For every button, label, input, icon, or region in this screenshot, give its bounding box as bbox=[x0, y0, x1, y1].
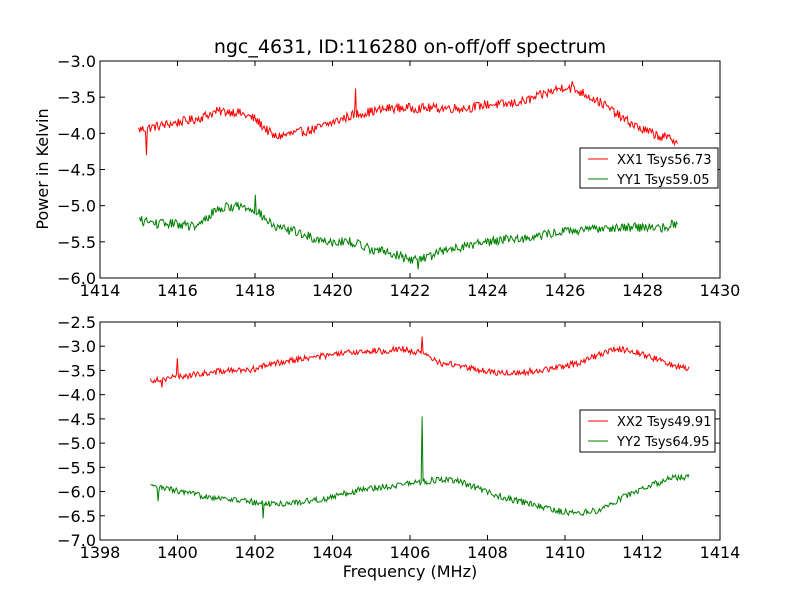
legend-entry: XX2 Tsys49.91 bbox=[617, 415, 711, 430]
x-tick-label: 1400 bbox=[157, 543, 198, 562]
y-tick-label: −3.0 bbox=[57, 337, 96, 356]
x-tick-label: 1416 bbox=[157, 281, 198, 300]
y-tick-label: −4.5 bbox=[57, 410, 96, 429]
y-tick-label: −6.5 bbox=[57, 507, 96, 526]
x-tick-label: 1398 bbox=[80, 543, 121, 562]
x-tick-label: 1408 bbox=[467, 543, 508, 562]
y-tick-label: −3.0 bbox=[57, 52, 96, 71]
y-tick-label: −5.5 bbox=[57, 458, 96, 477]
legend-entry: XX1 Tsys56.73 bbox=[617, 153, 711, 168]
series-line-xx1 bbox=[138, 81, 678, 156]
x-tick-label: 1402 bbox=[235, 543, 276, 562]
y-tick-label: −3.5 bbox=[57, 361, 96, 380]
y-tick-label: −4.5 bbox=[57, 161, 96, 180]
y-tick-label: −7.0 bbox=[57, 531, 96, 550]
y-tick-label: −5.0 bbox=[57, 197, 96, 216]
y-tick-label: −2.5 bbox=[57, 313, 96, 332]
x-tick-label: 1420 bbox=[312, 281, 353, 300]
legend-entry: YY1 Tsys59.05 bbox=[616, 173, 710, 188]
figure-title: ngc_4631, ID:116280 on-off/off spectrum bbox=[214, 36, 606, 58]
y-tick-label: −3.5 bbox=[57, 88, 96, 107]
x-tick-label: 1414 bbox=[80, 281, 121, 300]
legend-box bbox=[579, 147, 719, 189]
legend-box bbox=[579, 409, 716, 453]
y-tick-label: −6.0 bbox=[57, 269, 96, 288]
x-tick-label: 1410 bbox=[545, 543, 586, 562]
x-tick-label: 1428 bbox=[622, 281, 663, 300]
legend: XX2 Tsys49.91 YY2 Tsys64.95 bbox=[579, 409, 716, 453]
x-tick-label: 1404 bbox=[312, 543, 353, 562]
legend-entry: YY2 Tsys64.95 bbox=[616, 435, 710, 450]
series-line-yy2 bbox=[150, 416, 690, 519]
x-tick-label: 1414 bbox=[700, 543, 741, 562]
y-tick-label: −5.0 bbox=[57, 434, 96, 453]
x-tick-label: 1422 bbox=[390, 281, 431, 300]
top-panel: 1414 1416 1418 1420 1422 1424 1426 1428 1430 −3.0… bbox=[57, 52, 740, 300]
x-tick-label: 1418 bbox=[235, 281, 276, 300]
series-line-yy1 bbox=[138, 194, 678, 270]
series-line-xx2 bbox=[149, 336, 690, 388]
legend: XX1 Tsys56.73 YY1 Tsys59.05 bbox=[579, 147, 719, 189]
x-tick-label: 1430 bbox=[700, 281, 741, 300]
y-axis-label: Power in Kelvin bbox=[33, 108, 52, 229]
x-axis-label: Frequency (MHz) bbox=[343, 562, 477, 581]
y-tick-label: −4.0 bbox=[57, 386, 96, 405]
y-tick-label: −6.0 bbox=[57, 483, 96, 502]
y-tick-label: −5.5 bbox=[57, 233, 96, 252]
x-tick-label: 1406 bbox=[390, 543, 431, 562]
bottom-panel: 1398 1400 1402 1404 1406 1408 1410 1412 1414 −2.5… bbox=[57, 313, 740, 562]
x-tick-label: 1412 bbox=[622, 543, 663, 562]
x-tick-label: 1426 bbox=[545, 281, 586, 300]
x-tick-label: 1424 bbox=[467, 281, 508, 300]
y-tick-label: −4.0 bbox=[57, 124, 96, 143]
